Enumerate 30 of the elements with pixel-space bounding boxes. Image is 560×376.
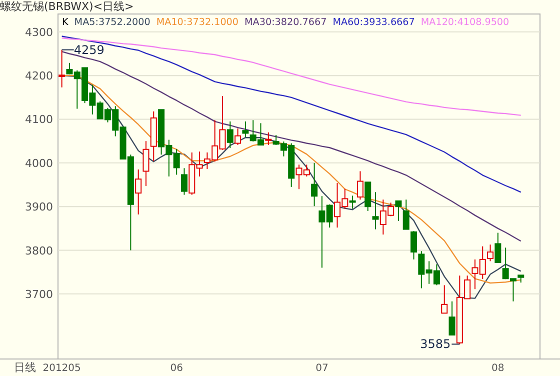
x-axis-title: 日线 <box>14 361 36 374</box>
y-tick-label: 4200 <box>25 70 53 83</box>
y-tick-label: 3800 <box>25 244 53 258</box>
x-tick-label: 08 <box>492 363 504 374</box>
candlestick <box>150 110 157 162</box>
y-tick-label: 3900 <box>25 200 53 214</box>
text: MA30:3820.7667 <box>244 17 327 28</box>
y-tick-label: 3700 <box>25 288 53 301</box>
y-tick-label: 4100 <box>25 113 53 126</box>
line-series <box>61 36 522 193</box>
text: MA10:3732.1000 <box>156 17 239 28</box>
x-tick-label: 201205 <box>42 363 81 374</box>
candlestick <box>142 140 150 187</box>
annotation: 4259 <box>74 42 104 57</box>
line-series <box>61 37 522 116</box>
candlestick <box>349 195 356 210</box>
chart-title: 螺纹无锡(BRBWX)<日线> <box>0 0 134 13</box>
text: MA60:3933.6667 <box>332 17 415 28</box>
annotation: K <box>62 17 69 28</box>
text: MA120:4108.9500 <box>420 17 510 28</box>
annotation: 3585 <box>420 337 451 352</box>
y-tick-label: 4300 <box>25 26 53 39</box>
x-tick-label: 07 <box>316 363 328 374</box>
candlestick <box>58 49 66 88</box>
text: MA5:3752.2000 <box>74 17 150 28</box>
y-tick-label: 4000 <box>25 156 53 170</box>
candlestick <box>372 192 379 230</box>
x-tick-label: 06 <box>170 363 183 374</box>
candlestick <box>311 162 318 207</box>
candlestick <box>135 168 142 215</box>
